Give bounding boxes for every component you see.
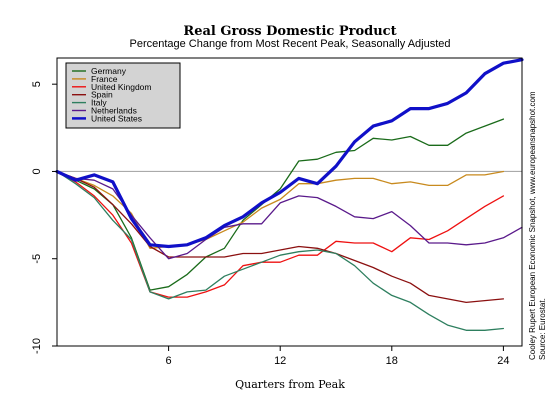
legend-label: Germany bbox=[91, 66, 127, 76]
source-line-1: Cooley Rupert European Economic Snapshot… bbox=[528, 91, 537, 360]
plot-frame bbox=[56, 57, 523, 347]
y-tick-label: -5 bbox=[31, 254, 43, 264]
legend-label: United Kingdom bbox=[91, 82, 151, 92]
legend-label: Netherlands bbox=[91, 106, 137, 116]
series-line-united-states bbox=[55, 58, 524, 249]
series-line-spain bbox=[56, 170, 505, 304]
chart-subtitle: Percentage Change from Most Recent Peak,… bbox=[129, 38, 451, 50]
series-line-france bbox=[56, 170, 505, 249]
x-tick-label: 12 bbox=[274, 355, 286, 367]
x-axis-label: Quarters from Peak bbox=[235, 378, 345, 391]
y-tick-label: 5 bbox=[31, 81, 43, 87]
legend-label: United States bbox=[91, 113, 142, 123]
series-line-italy bbox=[56, 170, 505, 331]
y-tick-label: 0 bbox=[31, 168, 43, 174]
legend-label: Spain bbox=[91, 90, 113, 100]
legend-label: France bbox=[91, 74, 118, 84]
series-line-germany bbox=[56, 118, 505, 291]
source-line-2: Source: Eurostat. bbox=[538, 298, 547, 360]
chart-title: Real Gross Domestic Product bbox=[183, 24, 397, 39]
series-line-united-kingdom bbox=[56, 170, 505, 298]
legend-box bbox=[65, 62, 181, 129]
legend-label: Italy bbox=[91, 98, 107, 108]
y-tick-label: -10 bbox=[31, 338, 43, 354]
x-tick-label: 6 bbox=[166, 355, 172, 367]
x-tick-label: 18 bbox=[386, 355, 398, 367]
x-tick-label: 24 bbox=[497, 355, 509, 367]
source-note: Cooley Rupert European Economic Snapshot… bbox=[528, 91, 548, 360]
series-line-netherlands bbox=[56, 170, 523, 260]
